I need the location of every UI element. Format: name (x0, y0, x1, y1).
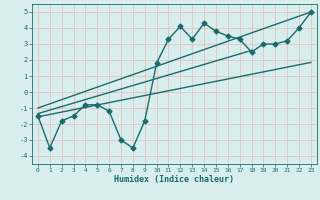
X-axis label: Humidex (Indice chaleur): Humidex (Indice chaleur) (115, 175, 234, 184)
